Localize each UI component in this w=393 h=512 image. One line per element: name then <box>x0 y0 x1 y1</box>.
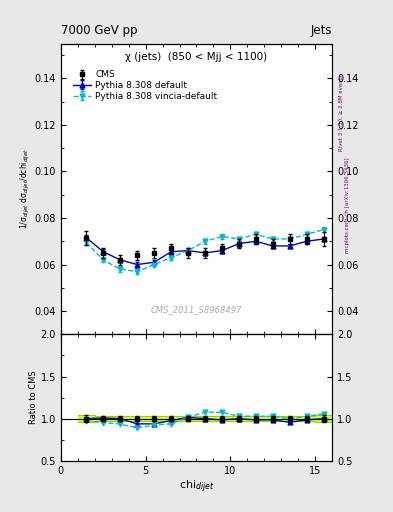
Legend: CMS, Pythia 8.308 default, Pythia 8.308 vincia-default: CMS, Pythia 8.308 default, Pythia 8.308 … <box>71 69 219 102</box>
Text: Jets: Jets <box>310 24 332 37</box>
Text: Rivet 3.1.10, ≥ 2.8M events: Rivet 3.1.10, ≥ 2.8M events <box>339 74 344 151</box>
X-axis label: chi$_{dijet}$: chi$_{dijet}$ <box>179 478 214 495</box>
Text: mcplots.cern.ch [arXiv:1306.3436]: mcplots.cern.ch [arXiv:1306.3436] <box>345 157 350 252</box>
Text: CMS_2011_S8968497: CMS_2011_S8968497 <box>151 305 242 314</box>
Y-axis label: Ratio to CMS: Ratio to CMS <box>29 371 38 424</box>
Y-axis label: 1/σ$_{dijet}$ dσ$_{dijet}$/dchi$_{dijet}$: 1/σ$_{dijet}$ dσ$_{dijet}$/dchi$_{dijet}… <box>19 148 32 229</box>
Text: 7000 GeV pp: 7000 GeV pp <box>61 24 138 37</box>
Text: χ (jets)  (850 < Mjj < 1100): χ (jets) (850 < Mjj < 1100) <box>125 52 268 62</box>
